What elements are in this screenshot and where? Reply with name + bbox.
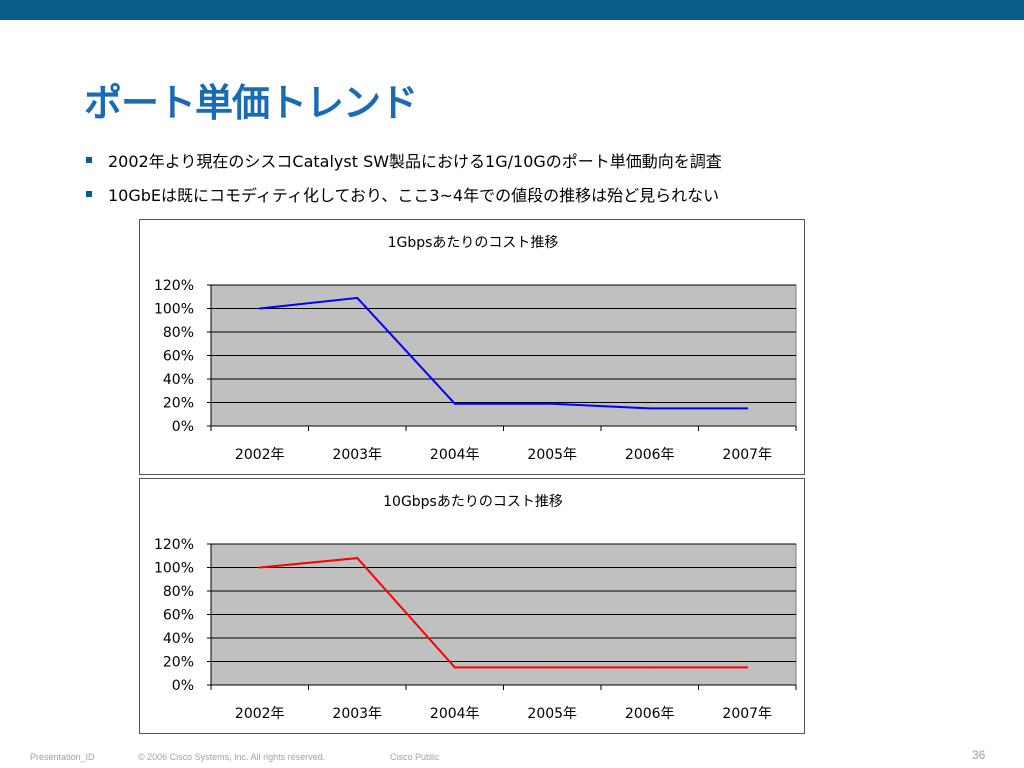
data-point bbox=[746, 407, 749, 410]
data-point bbox=[453, 402, 456, 405]
top-bar bbox=[0, 0, 1024, 20]
data-point bbox=[356, 557, 359, 560]
y-tick-label: 100% bbox=[154, 561, 194, 577]
data-point bbox=[746, 666, 749, 669]
y-tick-label: 100% bbox=[154, 302, 194, 318]
chart-title: 1Gbpsあたりのコスト推移 bbox=[388, 235, 559, 251]
y-tick-label: 0% bbox=[172, 419, 194, 435]
x-tick-label: 2004年 bbox=[430, 706, 480, 722]
chart-1gbps-cost: 1Gbpsあたりのコスト推移 0% 20% 40% 60% 80% 100% 120% 2002… bbox=[139, 219, 805, 475]
data-point bbox=[356, 296, 359, 299]
slide-title: ポート単価トレンド bbox=[84, 81, 418, 125]
series-line bbox=[259, 296, 748, 410]
data-point bbox=[648, 666, 651, 669]
chart-title: 10Gbpsあたりのコスト推移 bbox=[383, 494, 563, 510]
bullet-item: 2002年より現在のシスコCatalyst SW製品における1G/10Gのポート… bbox=[86, 143, 722, 177]
bullet-text: 2002年より現在のシスコCatalyst SW製品における1G/10Gのポート… bbox=[108, 152, 722, 171]
bullet-list: 2002年より現在のシスコCatalyst SW製品における1G/10Gのポート… bbox=[86, 143, 722, 211]
y-tick-label: 60% bbox=[163, 608, 194, 624]
chart-svg: 10Gbpsあたりのコスト推移 0% 20% 40% 60% 80% 100% 120% 200… bbox=[154, 494, 797, 722]
y-tick-label: 120% bbox=[154, 278, 194, 294]
x-tick-label: 2007年 bbox=[722, 706, 772, 722]
y-tick-label: 20% bbox=[163, 396, 194, 412]
data-point bbox=[551, 666, 554, 669]
y-tick-label: 60% bbox=[163, 349, 194, 365]
bullet-item: 10GbEは既にコモディティ化しており、ここ3~4年での値段の推移は殆ど見られな… bbox=[86, 177, 722, 211]
page-number: 36 bbox=[972, 748, 986, 762]
chart-10gbps-cost: 10Gbpsあたりのコスト推移 0% 20% 40% 60% 80% 100% 120% 200… bbox=[139, 478, 805, 734]
y-tick-label: 0% bbox=[172, 678, 194, 694]
bullet-square-icon bbox=[86, 157, 92, 163]
x-tick-label: 2005年 bbox=[527, 706, 577, 722]
x-tick-label: 2004年 bbox=[430, 447, 480, 463]
data-point bbox=[551, 402, 554, 405]
bullet-text: 10GbEは既にコモディティ化しており、ここ3~4年での値段の推移は殆ど見られな… bbox=[108, 186, 720, 205]
chart-svg: 1Gbpsあたりのコスト推移 0% 20% 40% 60% 80% 100% 120% 2002… bbox=[154, 235, 797, 463]
x-tick-label: 2006年 bbox=[625, 706, 675, 722]
x-tick-label: 2005年 bbox=[527, 447, 577, 463]
x-tick-label: 2007年 bbox=[722, 447, 772, 463]
y-tick-label: 120% bbox=[154, 537, 194, 553]
y-tick-label: 80% bbox=[163, 325, 194, 341]
y-tick-label: 80% bbox=[163, 584, 194, 600]
x-tick-label: 2003年 bbox=[332, 447, 382, 463]
data-point bbox=[258, 307, 261, 310]
footer-copyright: © 2006 Cisco Systems, Inc. All rights re… bbox=[138, 752, 326, 762]
bullet-square-icon bbox=[86, 191, 92, 197]
data-point bbox=[258, 566, 261, 569]
y-tick-label: 40% bbox=[163, 631, 194, 647]
footer-presentation-id: Presentation_ID bbox=[30, 752, 95, 762]
footer-classification: Cisco Public bbox=[390, 752, 440, 762]
x-tick-label: 2002年 bbox=[235, 706, 285, 722]
series-line bbox=[259, 557, 748, 669]
data-point bbox=[453, 666, 456, 669]
data-point bbox=[648, 407, 651, 410]
y-tick-label: 40% bbox=[163, 372, 194, 388]
x-tick-label: 2006年 bbox=[625, 447, 675, 463]
y-tick-label: 20% bbox=[163, 655, 194, 671]
x-tick-label: 2002年 bbox=[235, 447, 285, 463]
x-tick-label: 2003年 bbox=[332, 706, 382, 722]
